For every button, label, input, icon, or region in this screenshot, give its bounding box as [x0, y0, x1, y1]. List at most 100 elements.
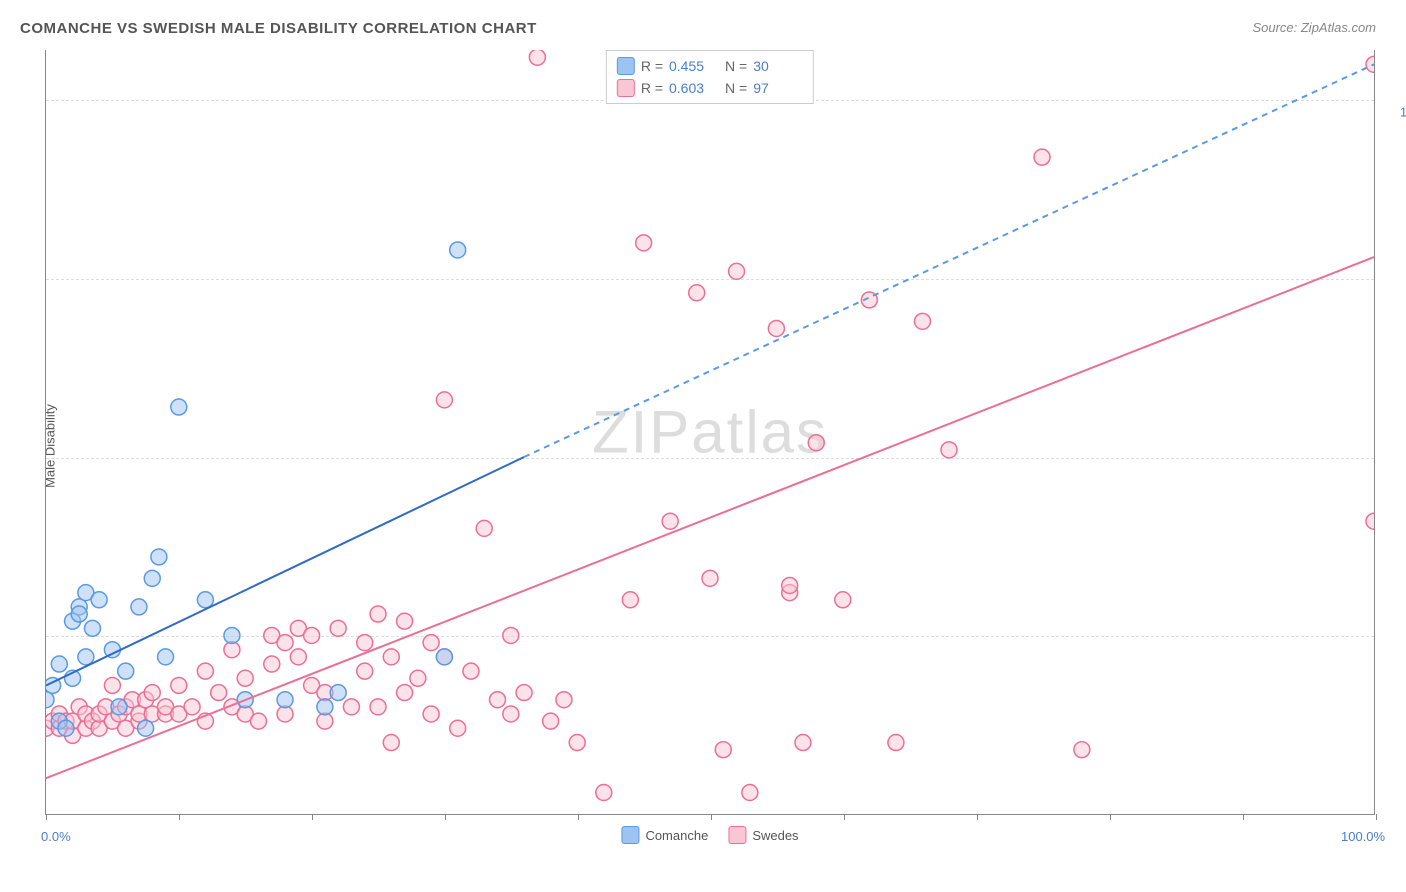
point-comanche — [436, 649, 452, 665]
point-swedes — [370, 699, 386, 715]
n-label: N = — [725, 77, 747, 99]
point-swedes — [357, 663, 373, 679]
point-swedes — [1074, 742, 1090, 758]
xtick-mark — [1110, 814, 1111, 820]
point-swedes — [250, 713, 266, 729]
point-swedes — [211, 685, 227, 701]
point-swedes — [423, 706, 439, 722]
series-legend: Comanche Swedes — [621, 826, 798, 844]
point-comanche — [450, 242, 466, 258]
source-attribution: Source: ZipAtlas.com — [1252, 20, 1376, 35]
point-swedes — [357, 635, 373, 651]
chart-container: COMANCHE VS SWEDISH MALE DISABILITY CORR… — [0, 0, 1406, 892]
point-swedes — [503, 627, 519, 643]
point-swedes — [689, 285, 705, 301]
chart-title: COMANCHE VS SWEDISH MALE DISABILITY CORR… — [20, 20, 537, 37]
xtick-mark — [1376, 814, 1377, 820]
point-comanche — [84, 620, 100, 636]
point-swedes — [808, 435, 824, 451]
legend-swatch-comanche — [617, 57, 635, 75]
point-comanche — [131, 599, 147, 615]
point-swedes — [596, 785, 612, 801]
legend-row-comanche: R = 0.455 N = 30 — [617, 55, 803, 77]
point-swedes — [436, 392, 452, 408]
point-comanche — [91, 592, 107, 608]
point-swedes — [702, 570, 718, 586]
point-swedes — [662, 513, 678, 529]
correlation-legend: R = 0.455 N = 30 R = 0.603 N = 97 — [606, 50, 814, 104]
legend-swatch-swedes — [617, 79, 635, 97]
point-swedes — [476, 520, 492, 536]
point-swedes — [503, 706, 519, 722]
ytick-label: 75.0% — [1384, 283, 1406, 298]
legend-item-comanche: Comanche — [621, 826, 708, 844]
point-swedes — [330, 620, 346, 636]
xtick-mark — [977, 814, 978, 820]
point-swedes — [768, 320, 784, 336]
point-comanche — [171, 399, 187, 415]
xtick-label: 0.0% — [41, 829, 71, 844]
point-swedes — [370, 606, 386, 622]
point-swedes — [463, 663, 479, 679]
xtick-mark — [844, 814, 845, 820]
legend-swatch-comanche-b — [621, 826, 639, 844]
trend-line — [46, 257, 1374, 778]
point-swedes — [423, 635, 439, 651]
legend-label-swedes: Swedes — [752, 828, 798, 843]
point-swedes — [715, 742, 731, 758]
point-swedes — [144, 685, 160, 701]
point-swedes — [104, 677, 120, 693]
point-swedes — [888, 735, 904, 751]
point-swedes — [729, 263, 745, 279]
point-comanche — [224, 627, 240, 643]
point-swedes — [383, 649, 399, 665]
legend-item-swedes: Swedes — [728, 826, 798, 844]
point-swedes — [397, 685, 413, 701]
point-swedes — [835, 592, 851, 608]
point-comanche — [78, 649, 94, 665]
point-swedes — [410, 670, 426, 686]
point-comanche — [58, 720, 74, 736]
point-swedes — [795, 735, 811, 751]
point-comanche — [330, 685, 346, 701]
point-swedes — [1366, 513, 1374, 529]
point-swedes — [941, 442, 957, 458]
n-label: N = — [725, 55, 747, 77]
point-swedes — [343, 699, 359, 715]
point-swedes — [529, 50, 545, 65]
n-value-comanche: 30 — [753, 55, 803, 77]
n-value-swedes: 97 — [753, 77, 803, 99]
point-swedes — [914, 313, 930, 329]
point-comanche — [138, 720, 154, 736]
point-swedes — [1034, 149, 1050, 165]
point-comanche — [151, 549, 167, 565]
ytick-label: 25.0% — [1384, 641, 1406, 656]
legend-label-comanche: Comanche — [645, 828, 708, 843]
xtick-mark — [46, 814, 47, 820]
point-swedes — [304, 627, 320, 643]
r-label: R = — [641, 77, 663, 99]
point-comanche — [317, 699, 333, 715]
xtick-mark — [578, 814, 579, 820]
point-swedes — [171, 677, 187, 693]
ytick-label: 100.0% — [1384, 105, 1406, 120]
legend-swatch-swedes-b — [728, 826, 746, 844]
point-comanche — [51, 656, 67, 672]
legend-row-swedes: R = 0.603 N = 97 — [617, 77, 803, 99]
xtick-label: 100.0% — [1341, 829, 1385, 844]
point-comanche — [197, 592, 213, 608]
point-comanche — [144, 570, 160, 586]
point-swedes — [277, 635, 293, 651]
point-swedes — [636, 235, 652, 251]
point-swedes — [184, 699, 200, 715]
point-swedes — [543, 713, 559, 729]
point-swedes — [290, 649, 306, 665]
r-value-comanche: 0.455 — [669, 55, 719, 77]
point-swedes — [622, 592, 638, 608]
xtick-mark — [1243, 814, 1244, 820]
xtick-mark — [312, 814, 313, 820]
ytick-label: 50.0% — [1384, 462, 1406, 477]
point-swedes — [264, 656, 280, 672]
point-swedes — [450, 720, 466, 736]
point-swedes — [490, 692, 506, 708]
